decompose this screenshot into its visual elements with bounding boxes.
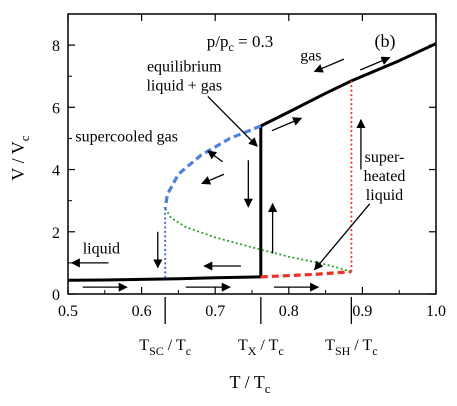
y-tick-label: 8 bbox=[52, 38, 60, 55]
annotation-pointers bbox=[207, 95, 371, 271]
y-tick-label: 2 bbox=[52, 225, 60, 242]
y-tick-label: 6 bbox=[52, 100, 60, 117]
pointer-arrow-2 bbox=[313, 203, 371, 271]
panel-label: (b) bbox=[375, 31, 396, 52]
flow-arrow-11 bbox=[359, 56, 391, 71]
x-axis-label: T / Tc bbox=[229, 372, 270, 396]
x-tick-label: 0.6 bbox=[132, 303, 152, 320]
y-tick-label: 0 bbox=[52, 287, 60, 304]
y-axis-label: V / Vc bbox=[8, 135, 32, 180]
series-superheated-liquid bbox=[260, 270, 352, 279]
special-marker-label-SH: TSH / Tc bbox=[325, 337, 377, 358]
x-tick-label: 1.0 bbox=[426, 303, 446, 320]
x-tick-label: 0.5 bbox=[58, 303, 78, 320]
pointer-arrow-0 bbox=[207, 95, 258, 147]
annotation-superheated: super-heated liquid bbox=[364, 149, 406, 204]
pointer-arrow-1 bbox=[207, 150, 223, 163]
annotation-equilibrium: equilibrium liquid + gas bbox=[146, 59, 222, 95]
annotation-liquid: liquid bbox=[83, 241, 120, 258]
flow-arrow-12 bbox=[313, 58, 345, 73]
annotation-supercooled: supercooled gas bbox=[75, 129, 178, 146]
annotations: gas equilibrium liquid + gas supercooled ga… bbox=[75, 48, 405, 258]
x-tick-label: 0.8 bbox=[279, 303, 299, 320]
annotation-gas: gas bbox=[300, 48, 321, 65]
y-tick-label: 4 bbox=[52, 163, 60, 180]
special-marker-label-SC: TSC / Tc bbox=[139, 337, 191, 358]
series-gas bbox=[260, 42, 437, 128]
x-tick-label: 0.7 bbox=[205, 303, 225, 320]
special-marker-label-X: TX / Tc bbox=[238, 337, 284, 358]
axis-ticks: 0.5 0.6 0.7 0.8 0.9 1.0 0 2 4 6 8 bbox=[52, 14, 446, 320]
series-supercooled-gas bbox=[163, 124, 262, 209]
series-liquid bbox=[67, 275, 261, 282]
special-temperature-markers: TSC / Tc TX / Tc TSH / Tc bbox=[139, 297, 378, 358]
flow-arrow-9 bbox=[201, 173, 225, 185]
series-unstable-branch bbox=[164, 207, 352, 273]
flow-arrows bbox=[70, 56, 391, 292]
flow-arrow-10 bbox=[271, 117, 303, 132]
condition-label: p/pc = 0.3 bbox=[207, 32, 273, 54]
x-tick-label: 0.9 bbox=[352, 303, 372, 320]
